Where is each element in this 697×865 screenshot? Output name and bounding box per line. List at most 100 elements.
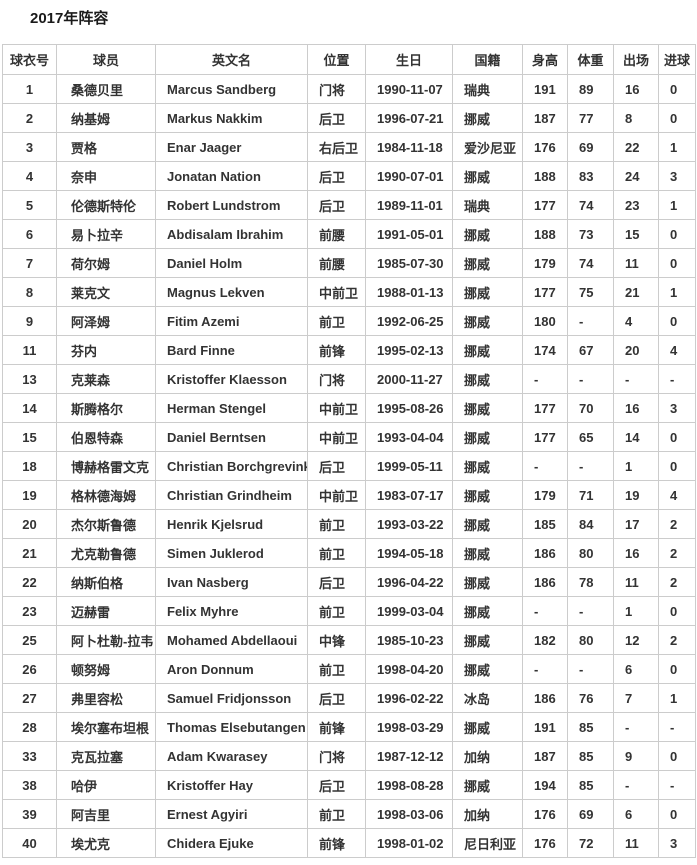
cell-birthday: 1990-07-01 (365, 161, 453, 191)
cell-height: - (522, 654, 568, 684)
cell-appearances: 15 (613, 219, 659, 249)
cell-nationality: 挪威 (452, 509, 523, 539)
cell-player-name-en: Ivan Nasberg (155, 567, 308, 597)
cell-birthday: 1998-08-28 (365, 770, 453, 800)
cell-nationality: 冰岛 (452, 683, 523, 713)
cell-player-name-cn: 格林德海姆 (56, 480, 156, 510)
cell-jersey-number: 5 (2, 190, 57, 220)
cell-appearances: 20 (613, 335, 659, 365)
cell-appearances: 9 (613, 741, 659, 771)
cell-player-name-cn: 桑德贝里 (56, 74, 156, 104)
cell-appearances: 6 (613, 654, 659, 684)
cell-height: - (522, 364, 568, 394)
cell-height: 179 (522, 480, 568, 510)
cell-goals: 1 (658, 277, 696, 307)
cell-jersey-number: 1 (2, 74, 57, 104)
cell-position: 前卫 (307, 509, 366, 539)
cell-appearances: 16 (613, 538, 659, 568)
cell-weight: 85 (567, 712, 614, 742)
cell-nationality: 挪威 (452, 567, 523, 597)
cell-birthday: 2000-11-27 (365, 364, 453, 394)
table-row: 2 纳基姆 Markus Nakkim 后卫 1996-07-21 挪威 187 77 8 0 (2, 103, 696, 133)
cell-nationality: 加纳 (452, 741, 523, 771)
cell-nationality: 挪威 (452, 451, 523, 481)
cell-player-name-en: Daniel Holm (155, 248, 308, 278)
cell-player-name-en: Adam Kwarasey (155, 741, 308, 771)
cell-nationality: 瑞典 (452, 74, 523, 104)
cell-weight: 78 (567, 567, 614, 597)
table-row: 19 格林德海姆 Christian Grindheim 中前卫 1983-07-17 挪… (2, 480, 696, 510)
cell-position: 中前卫 (307, 480, 366, 510)
cell-weight: 76 (567, 683, 614, 713)
table-row: 25 阿卜杜勒-拉韦 Mohamed Abdellaoui 中锋 1985-10-23 挪… (2, 625, 696, 655)
cell-player-name-cn: 莱克文 (56, 277, 156, 307)
cell-goals: 0 (658, 654, 696, 684)
cell-goals: 0 (658, 451, 696, 481)
table-row: 23 迈赫雷 Felix Myhre 前卫 1999-03-04 挪威 - -1 0 (2, 596, 696, 626)
cell-player-name-cn: 博赫格雷文克 (56, 451, 156, 481)
cell-player-name-cn: 哈伊 (56, 770, 156, 800)
table-row: 39 阿吉里 Ernest Agyiri 前卫 1998-03-06 加纳 176 69 6 0 (2, 799, 696, 829)
cell-jersey-number: 6 (2, 219, 57, 249)
cell-goals: - (658, 712, 696, 742)
cell-player-name-en: Christian Borchgrevink (155, 451, 308, 481)
cell-nationality: 挪威 (452, 103, 523, 133)
table-row: 14 斯腾格尔 Herman Stengel 中前卫 1995-08-26 挪威 177 70… (2, 393, 696, 423)
table-row: 15 伯恩特森 Daniel Berntsen 中前卫 1993-04-04 挪威 177 6… (2, 422, 696, 452)
cell-birthday: 1996-02-22 (365, 683, 453, 713)
cell-weight: 80 (567, 625, 614, 655)
cell-appearances: 19 (613, 480, 659, 510)
cell-height: 177 (522, 422, 568, 452)
cell-birthday: 1983-07-17 (365, 480, 453, 510)
column-header-goals: 进球 (658, 44, 696, 75)
cell-weight: 74 (567, 190, 614, 220)
table-row: 26 顿努姆 Aron Donnum 前卫 1998-04-20 挪威 - -6 0 (2, 654, 696, 684)
cell-player-name-cn: 弗里容松 (56, 683, 156, 713)
cell-birthday: 1998-04-20 (365, 654, 453, 684)
cell-position: 前卫 (307, 306, 366, 336)
cell-appearances: 11 (613, 828, 659, 858)
cell-weight: 71 (567, 480, 614, 510)
cell-position: 中前卫 (307, 422, 366, 452)
cell-jersey-number: 22 (2, 567, 57, 597)
cell-nationality: 挪威 (452, 712, 523, 742)
cell-nationality: 挪威 (452, 770, 523, 800)
cell-player-name-cn: 荷尔姆 (56, 248, 156, 278)
cell-nationality: 爱沙尼亚 (452, 132, 523, 162)
cell-player-name-cn: 阿吉里 (56, 799, 156, 829)
cell-player-name-cn: 阿卜杜勒-拉韦 (56, 625, 156, 655)
cell-position: 前锋 (307, 712, 366, 742)
cell-player-name-en: Felix Myhre (155, 596, 308, 626)
cell-player-name-cn: 纳基姆 (56, 103, 156, 133)
cell-height: 187 (522, 741, 568, 771)
table-row: 33 克瓦拉塞 Adam Kwarasey 门将 1987-12-12 加纳 187 85 9 0 (2, 741, 696, 771)
cell-position: 后卫 (307, 451, 366, 481)
cell-nationality: 加纳 (452, 799, 523, 829)
cell-position: 后卫 (307, 770, 366, 800)
cell-player-name-en: Jonatan Nation (155, 161, 308, 191)
cell-height: 188 (522, 161, 568, 191)
cell-goals: - (658, 364, 696, 394)
column-header-position: 位置 (307, 44, 366, 75)
cell-jersey-number: 13 (2, 364, 57, 394)
cell-goals: 2 (658, 509, 696, 539)
cell-appearances: 11 (613, 567, 659, 597)
cell-height: - (522, 451, 568, 481)
cell-position: 前锋 (307, 828, 366, 858)
cell-position: 后卫 (307, 103, 366, 133)
cell-weight: 89 (567, 74, 614, 104)
table-row: 40 埃尤克 Chidera Ejuke 前锋 1998-01-02 尼日利亚 176 72 1… (2, 828, 696, 858)
cell-jersey-number: 20 (2, 509, 57, 539)
table-row: 5 伦德斯特伦 Robert Lundstrom 后卫 1989-11-01 瑞典 177 7… (2, 190, 696, 220)
cell-goals: 0 (658, 248, 696, 278)
cell-goals: 1 (658, 683, 696, 713)
cell-appearances: 8 (613, 103, 659, 133)
cell-birthday: 1995-08-26 (365, 393, 453, 423)
cell-player-name-en: Robert Lundstrom (155, 190, 308, 220)
cell-goals: 2 (658, 567, 696, 597)
cell-birthday: 1996-07-21 (365, 103, 453, 133)
cell-player-name-cn: 顿努姆 (56, 654, 156, 684)
cell-goals: 3 (658, 393, 696, 423)
cell-player-name-cn: 克瓦拉塞 (56, 741, 156, 771)
header-row: 球衣号 球员 英文名 位置 生日 国籍 身高 体重 出场 进球 (2, 44, 696, 75)
